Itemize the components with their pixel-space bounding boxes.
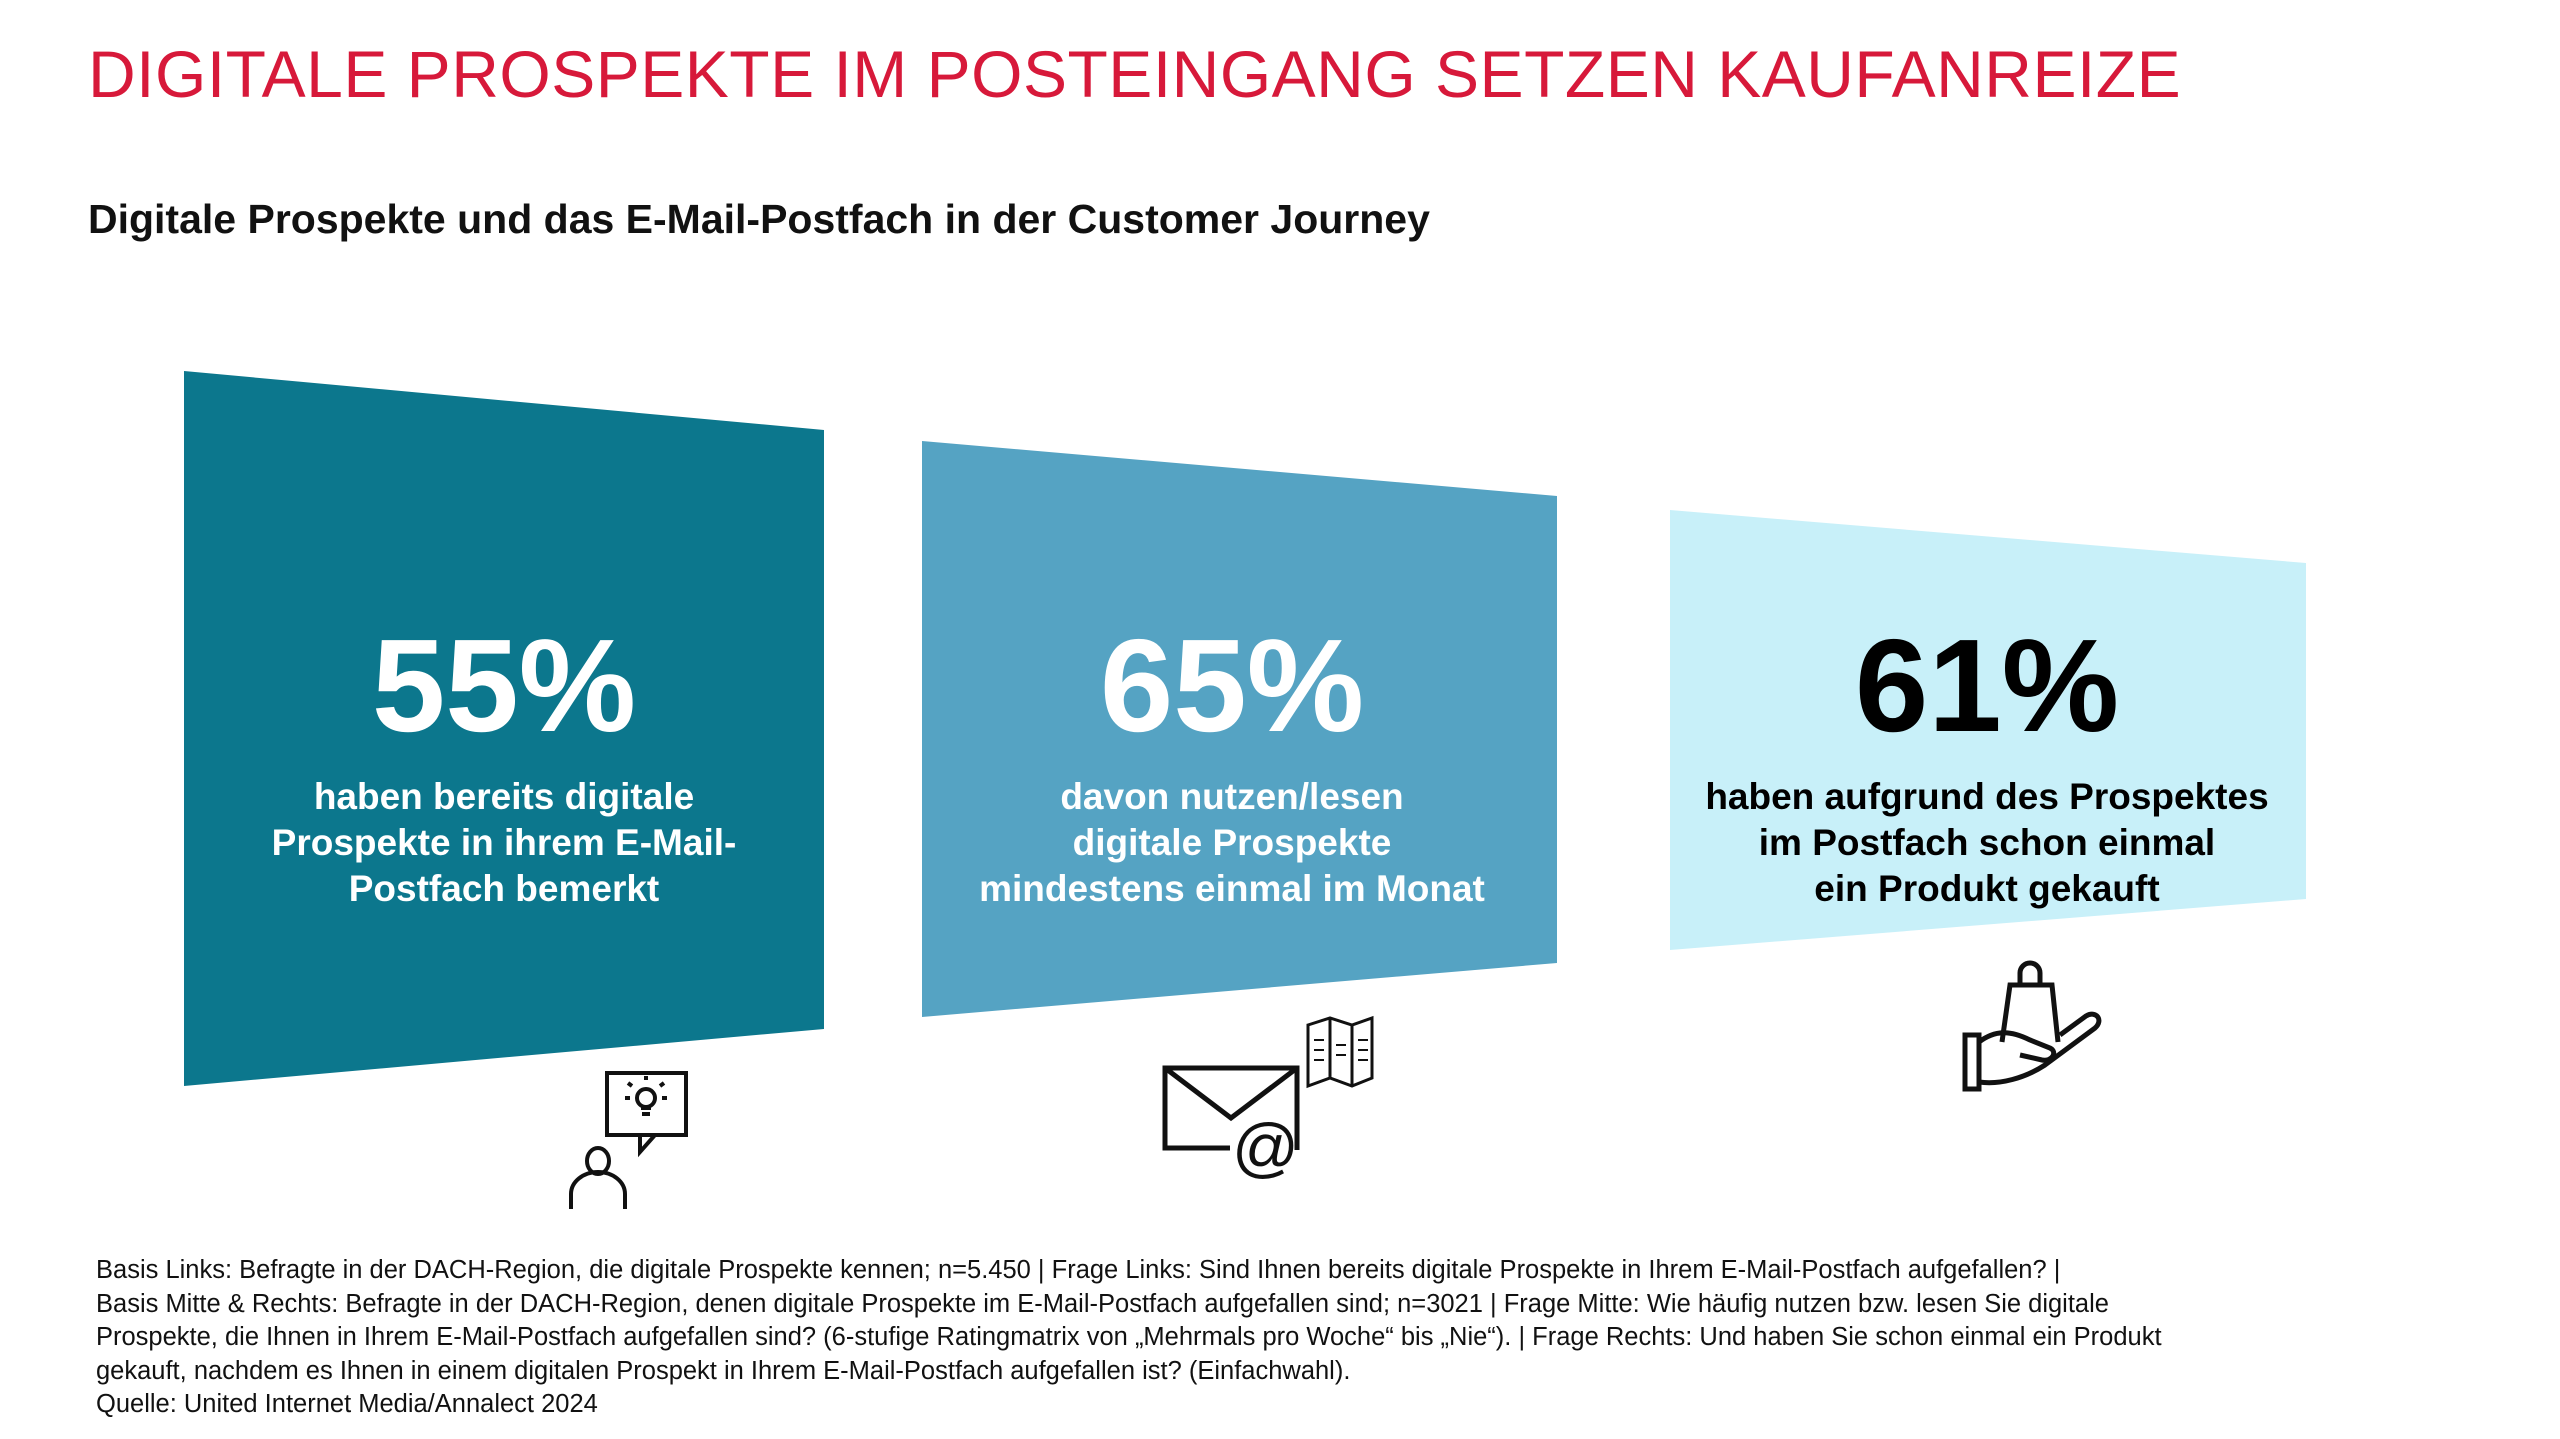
person-idea-icon xyxy=(569,1071,688,1209)
stat-right: 61% haben aufgrund des Prospektes im Pos… xyxy=(1687,620,2287,912)
footnote-line: Basis Links: Befragte in der DACH-Region… xyxy=(96,1256,2061,1284)
stat-left-line: Postfach bemerkt xyxy=(348,868,660,909)
footnote: Basis Links: Befragte in der DACH-Region… xyxy=(96,1254,2426,1422)
panel-middle-shape xyxy=(922,441,1557,1017)
page-title: DIGITALE PROSPEKTE IM POSTEINGANG SETZEN… xyxy=(88,37,2182,111)
stat-middle-line: davon nutzen/lesen xyxy=(1060,776,1404,817)
stat-right-line: ein Produkt gekauft xyxy=(1814,868,2160,909)
stat-right-value: 61% xyxy=(1854,612,2120,759)
stat-right-line: im Postfach schon einmal xyxy=(1758,822,2216,863)
stat-left-line: haben bereits digitale xyxy=(313,776,695,817)
stat-middle-line: digitale Prospekte xyxy=(1072,822,1392,863)
svg-text:@: @ xyxy=(1232,1110,1299,1184)
stat-left-value: 55% xyxy=(371,612,637,759)
panel-left-shape xyxy=(184,371,824,1086)
stat-middle: 65% davon nutzen/lesen digitale Prospekt… xyxy=(932,620,1532,912)
page-subtitle: Digitale Prospekte und das E-Mail-Postfa… xyxy=(88,196,1430,242)
footnote-line: Basis Mitte & Rechts: Befragte in der DA… xyxy=(96,1289,2109,1318)
footnote-line: gekauft, nachdem es Ihnen in einem digit… xyxy=(96,1356,1351,1385)
email-brochure-icon: @ xyxy=(1162,1015,1374,1184)
hand-shopping-bag-icon xyxy=(1962,960,2102,1092)
stat-middle-line: mindestens einmal im Monat xyxy=(979,868,1485,909)
stat-right-line: haben aufgrund des Prospektes xyxy=(1705,776,2269,817)
footnote-line: Prospekte, die Ihnen in Ihrem E-Mail-Pos… xyxy=(96,1323,2162,1351)
footnote-source: Quelle: United Internet Media/Annalect 2… xyxy=(96,1390,598,1418)
stat-middle-value: 65% xyxy=(1099,612,1365,759)
stat-left: 55% haben bereits digitale Prospekte in … xyxy=(204,620,804,912)
panel-right-shape xyxy=(1670,510,2306,950)
stat-left-line: Prospekte in ihrem E-Mail- xyxy=(271,822,737,863)
